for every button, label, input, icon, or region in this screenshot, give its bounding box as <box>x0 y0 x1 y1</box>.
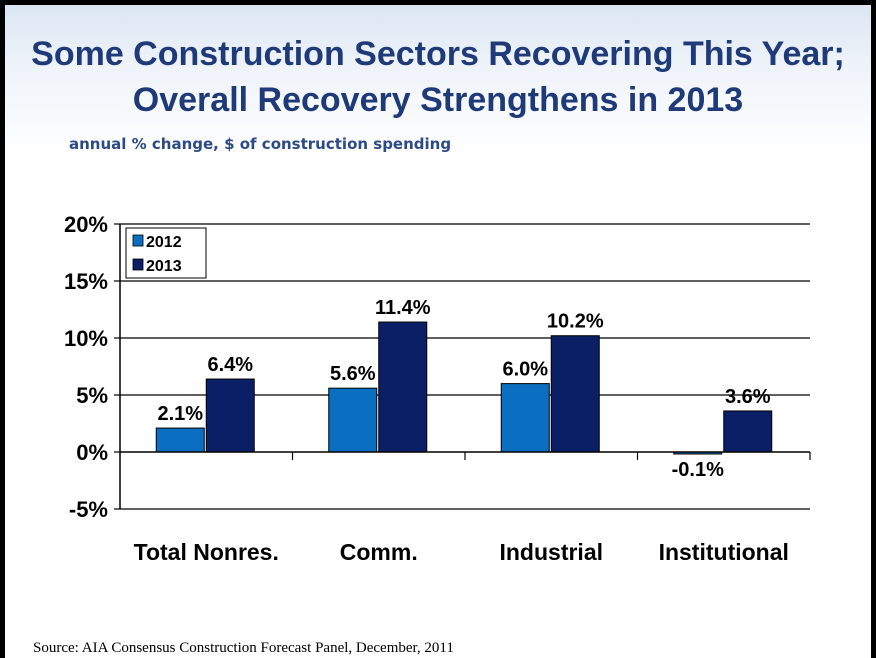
y-tick-label: 5% <box>76 383 108 408</box>
bar-2013 <box>205 378 255 453</box>
legend-swatch-2013 <box>132 258 144 271</box>
legend-label-2012: 2012 <box>146 234 182 251</box>
slide: Some Construction Sectors Recovering Thi… <box>5 5 871 658</box>
bar-2012 <box>155 427 205 453</box>
bar-2013 <box>378 321 428 453</box>
data-label-2012: 2.1% <box>157 403 203 425</box>
category-label: Comm. <box>340 539 418 565</box>
data-label-2013: 3.6% <box>725 386 771 408</box>
chart-subtitle: annual % change, $ of construction spend… <box>69 135 452 153</box>
data-label-2013: 11.4% <box>375 297 431 319</box>
y-tick-label: 0% <box>76 440 108 465</box>
category-label: Total Nonres. <box>134 539 279 565</box>
y-tick-label: 10% <box>64 326 108 351</box>
y-tick-label: 15% <box>64 269 108 294</box>
y-tick-label: 20% <box>64 212 108 237</box>
title-line-2: Overall Recovery Strengthens in 2013 <box>132 81 744 119</box>
data-label-2012: 6.0% <box>502 359 548 381</box>
page-title: Some Construction Sectors Recovering Thi… <box>5 31 871 123</box>
source-note: Source: AIA Consensus Construction Forec… <box>33 640 454 656</box>
y-tick-label: -5% <box>69 497 108 522</box>
category-label: Industrial <box>499 539 603 565</box>
data-label-2012: -0.1% <box>672 459 724 481</box>
bar-2013 <box>723 410 773 453</box>
bar-2013 <box>550 335 600 453</box>
category-label: Institutional <box>659 539 789 565</box>
legend-label-2013: 2013 <box>146 258 182 275</box>
data-label-2013: 6.4% <box>207 354 253 376</box>
title-line-1: Some Construction Sectors Recovering Thi… <box>31 35 845 73</box>
data-label-2013: 10.2% <box>547 311 604 333</box>
legend-swatch-2012 <box>132 234 144 247</box>
bar-2012 <box>328 387 378 453</box>
data-label-2012: 5.6% <box>330 363 376 385</box>
bar-2012 <box>500 383 550 453</box>
